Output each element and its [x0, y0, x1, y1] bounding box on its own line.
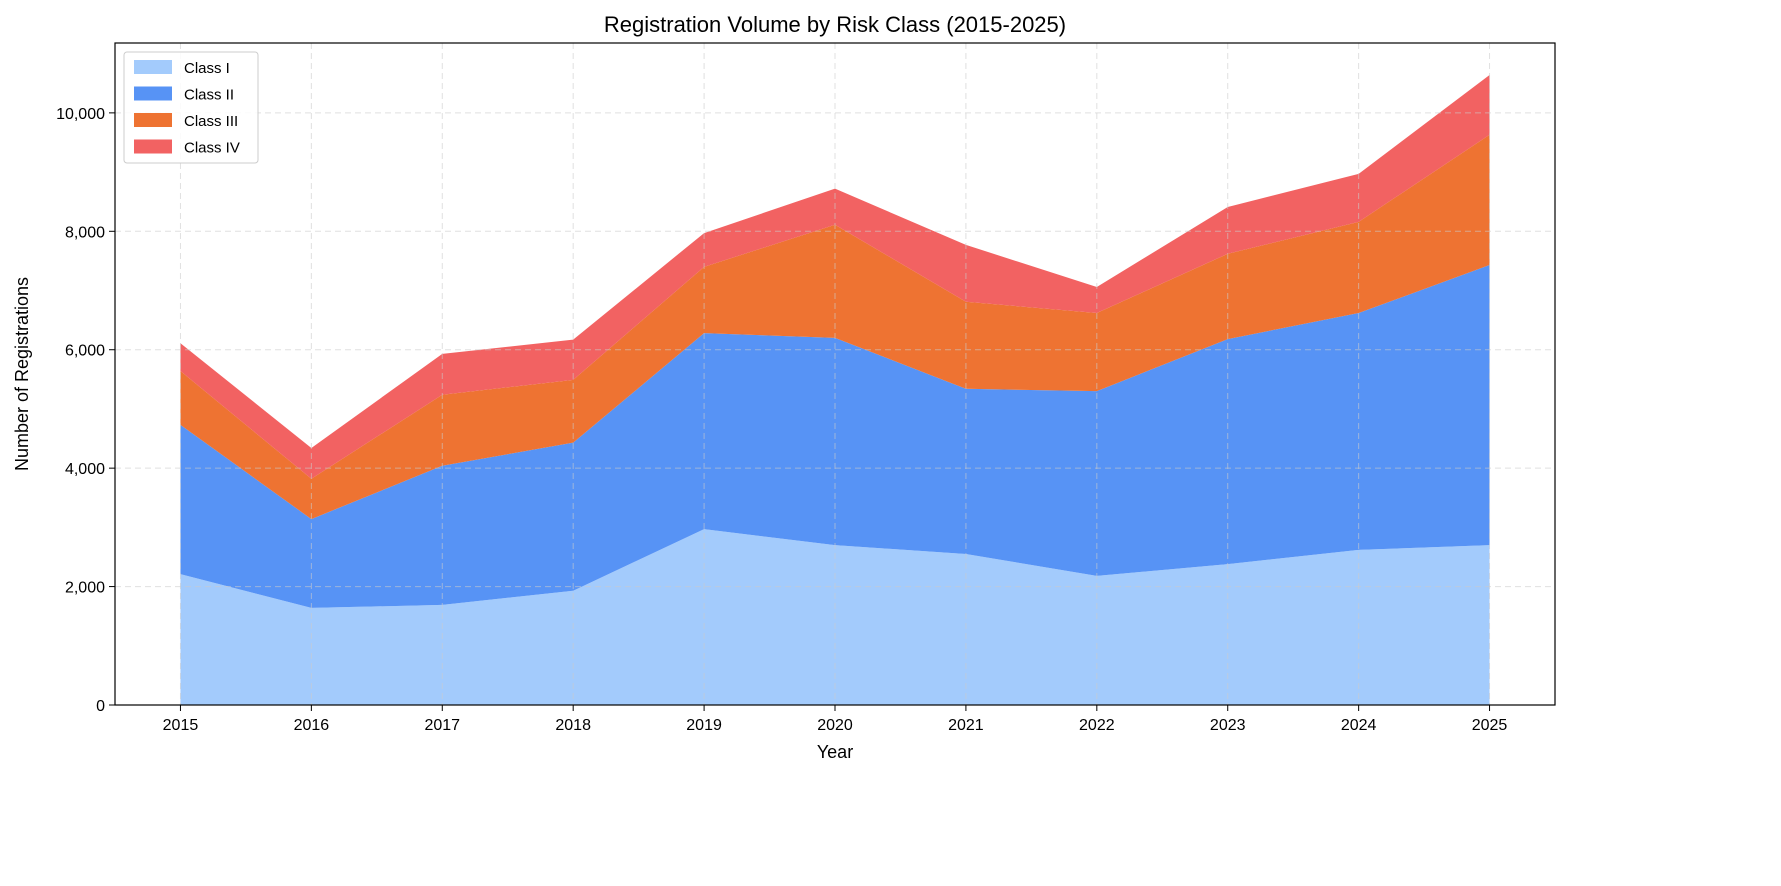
legend-label: Class II — [184, 87, 234, 104]
legend-swatch — [134, 113, 172, 127]
y-tick-label: 10,000 — [56, 106, 105, 123]
y-axis: 0 2,000 4,000 6,000 8,000 10,000 — [56, 106, 115, 715]
y-tick-label: 8,000 — [65, 224, 105, 241]
x-tick-label: 2020 — [817, 717, 853, 734]
chart-title: Registration Volume by Risk Class (2015-… — [604, 12, 1066, 37]
legend-label: Class IV — [184, 140, 240, 157]
legend-label: Class III — [184, 113, 238, 130]
x-axis-label: Year — [817, 742, 853, 762]
x-tick-label: 2023 — [1210, 717, 1246, 734]
legend: Class I Class II Class III Class IV — [123, 51, 259, 164]
area-class-iv — [180, 74, 1490, 479]
grid — [115, 43, 1555, 706]
x-tick-label: 2024 — [1341, 717, 1377, 734]
legend-swatch — [134, 86, 172, 101]
legend-label: Class I — [184, 60, 230, 77]
areas — [180, 74, 1490, 705]
x-tick-label: 2018 — [555, 717, 591, 734]
x-tick-label: 2015 — [163, 717, 199, 734]
x-tick-label: 2017 — [424, 717, 460, 734]
legend-swatch — [134, 139, 172, 154]
y-tick-label: 6,000 — [65, 343, 105, 360]
x-tick-label: 2021 — [948, 717, 984, 734]
legend-swatch — [134, 60, 172, 74]
y-tick-label: 4,000 — [65, 461, 105, 478]
y-tick-label: 2,000 — [65, 580, 105, 597]
x-tick-label: 2019 — [686, 717, 722, 734]
y-axis-label: Number of Registrations — [12, 277, 32, 471]
x-tick-label: 2025 — [1472, 717, 1508, 734]
x-tick-label: 2016 — [294, 717, 330, 734]
x-tick-label: 2022 — [1079, 717, 1115, 734]
y-tick-label: 0 — [96, 698, 105, 715]
legend-box — [123, 51, 259, 164]
x-axis: 2015 2016 2017 2018 2019 2020 2021 2022 2023 2024… — [163, 705, 1508, 734]
